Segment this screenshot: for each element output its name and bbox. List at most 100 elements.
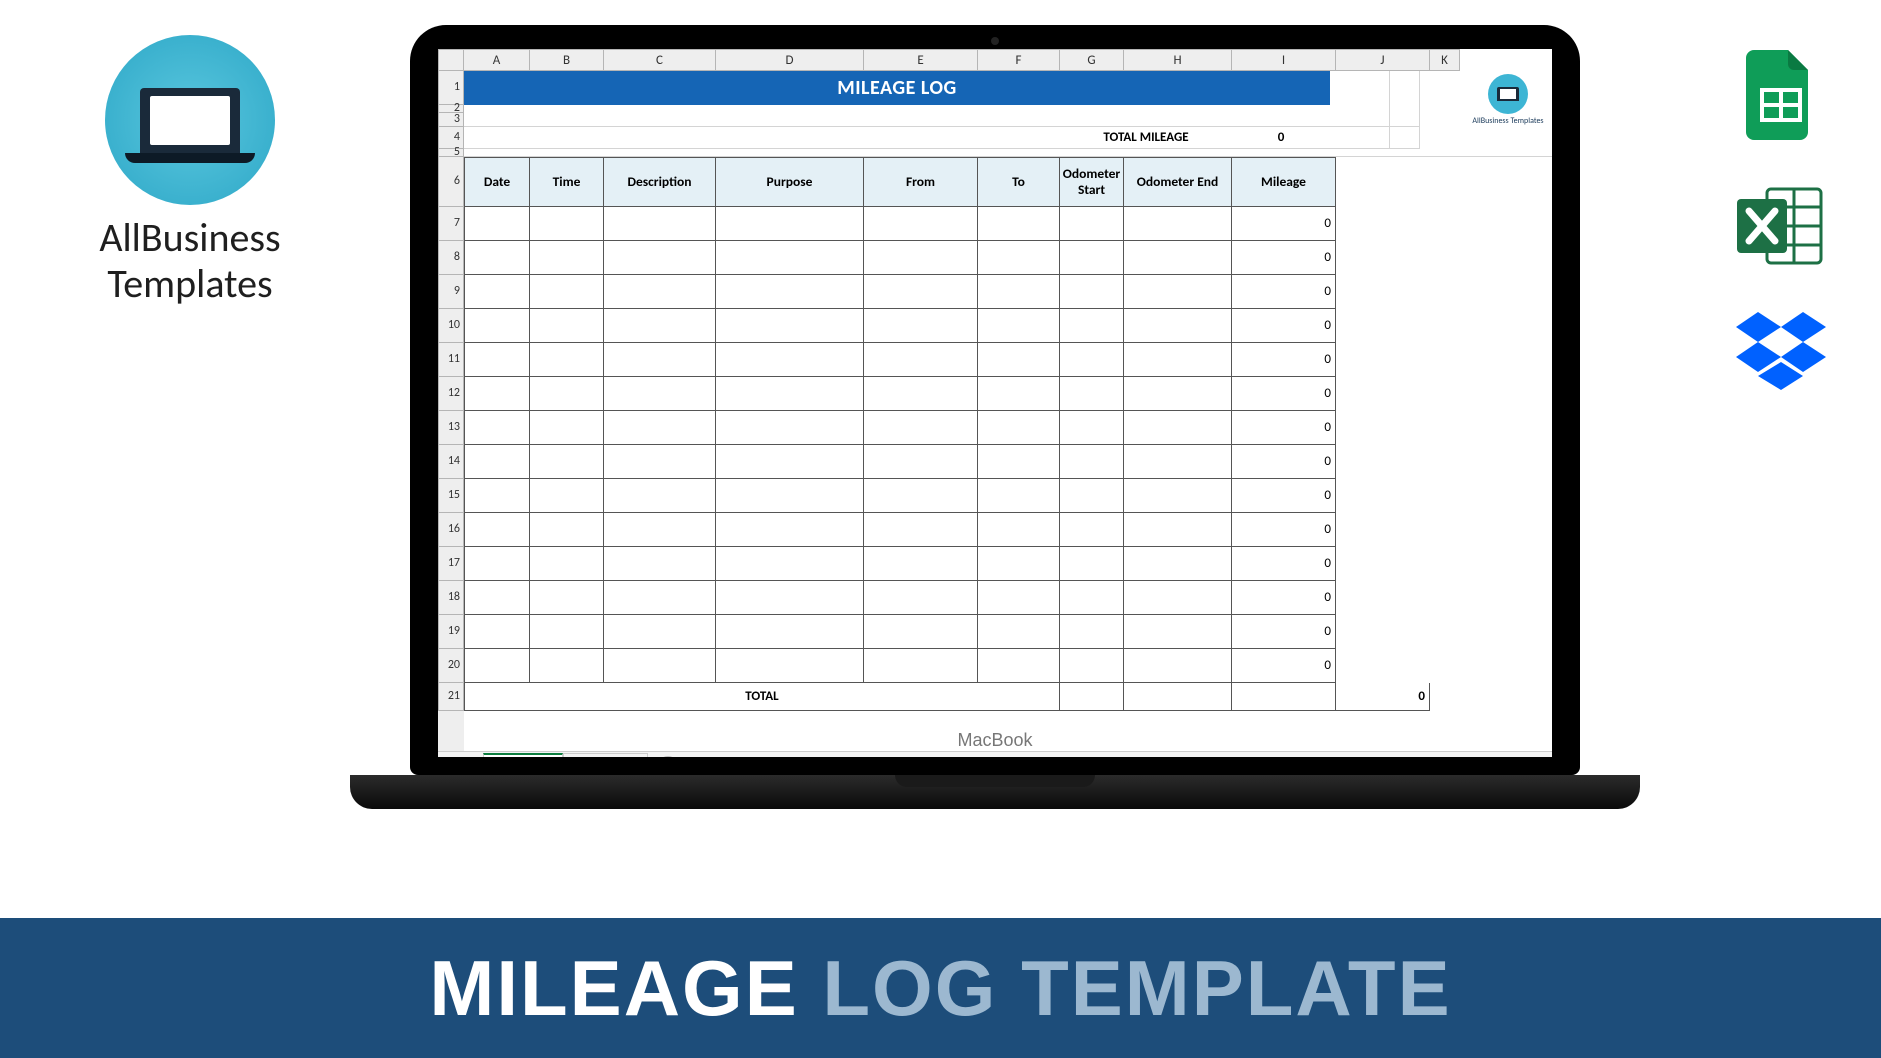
data-cell[interactable]: 0 [1232,581,1336,615]
row-header-13[interactable]: 13 [438,411,464,445]
row-header-20[interactable]: 20 [438,649,464,683]
data-cell[interactable] [716,445,864,479]
row-header-19[interactable]: 19 [438,615,464,649]
table-row[interactable]: 0 [464,411,1552,445]
data-cell[interactable] [464,411,530,445]
data-cell[interactable]: 0 [1232,513,1336,547]
data-cell[interactable] [1060,513,1124,547]
data-cell[interactable] [1124,547,1232,581]
data-cell[interactable] [716,309,864,343]
row-header-3[interactable]: 3 [438,113,464,127]
data-cell[interactable] [464,343,530,377]
data-cell[interactable] [1124,343,1232,377]
data-cell[interactable] [864,207,978,241]
data-cell[interactable] [1124,445,1232,479]
data-cell[interactable] [864,649,978,683]
data-cell[interactable] [864,241,978,275]
data-cell[interactable] [464,581,530,615]
data-cell[interactable] [1124,207,1232,241]
table-row[interactable]: 0 [464,479,1552,513]
data-cell[interactable] [864,581,978,615]
data-cell[interactable] [604,309,716,343]
data-cell[interactable] [864,615,978,649]
column-header-D[interactable]: D [716,49,864,71]
data-cell[interactable] [864,513,978,547]
data-cell[interactable] [1060,615,1124,649]
data-cell[interactable] [978,479,1060,513]
column-header-J[interactable]: J [1336,49,1430,71]
data-cell[interactable] [604,479,716,513]
row-header-7[interactable]: 7 [438,207,464,241]
data-cell[interactable] [864,275,978,309]
data-cell[interactable]: 0 [1232,207,1336,241]
data-cell[interactable] [1124,479,1232,513]
data-cell[interactable] [978,377,1060,411]
data-cell[interactable] [716,581,864,615]
data-cell[interactable] [464,207,530,241]
data-cell[interactable] [1124,615,1232,649]
data-cell[interactable] [1060,479,1124,513]
data-cell[interactable] [464,649,530,683]
data-cell[interactable] [464,309,530,343]
data-cell[interactable] [1124,581,1232,615]
data-cell[interactable] [1124,411,1232,445]
data-cell[interactable] [978,649,1060,683]
data-cell[interactable]: 0 [1232,309,1336,343]
data-cell[interactable] [1060,581,1124,615]
data-cell[interactable] [1124,275,1232,309]
data-cell[interactable] [604,649,716,683]
data-cell[interactable] [716,615,864,649]
sheet-grid[interactable]: MILEAGE LOG TOTAL MILEAGE 0 [464,71,1552,751]
row-header-5[interactable]: 5 [438,149,464,157]
data-cell[interactable] [530,411,604,445]
data-cell[interactable] [978,615,1060,649]
data-cell[interactable] [464,479,530,513]
data-cell[interactable] [978,581,1060,615]
data-cell[interactable] [1124,513,1232,547]
data-cell[interactable] [464,275,530,309]
add-sheet-button[interactable]: + [658,756,678,758]
table-row[interactable]: 0 [464,241,1552,275]
data-cell[interactable]: 0 [1232,649,1336,683]
data-cell[interactable] [530,207,604,241]
data-cell[interactable]: 0 [1232,343,1336,377]
column-header-H[interactable]: H [1124,49,1232,71]
data-cell[interactable] [1060,547,1124,581]
row-header-17[interactable]: 17 [438,547,464,581]
data-cell[interactable] [604,275,716,309]
column-header-G[interactable]: G [1060,49,1124,71]
column-header-K[interactable]: K [1430,49,1460,71]
column-header-I[interactable]: I [1232,49,1336,71]
data-cell[interactable] [716,649,864,683]
data-cell[interactable] [716,207,864,241]
data-cell[interactable] [530,275,604,309]
data-cell[interactable] [978,275,1060,309]
data-cell[interactable] [978,445,1060,479]
data-cell[interactable] [1124,377,1232,411]
data-cell[interactable] [716,411,864,445]
data-cell[interactable] [864,445,978,479]
table-row[interactable]: 0 [464,207,1552,241]
data-cell[interactable]: 0 [1232,275,1336,309]
data-cell[interactable] [530,309,604,343]
data-cell[interactable]: 0 [1232,479,1336,513]
data-cell[interactable] [464,513,530,547]
data-cell[interactable] [530,241,604,275]
data-cell[interactable] [530,513,604,547]
data-cell[interactable] [1060,411,1124,445]
data-cell[interactable] [604,445,716,479]
google-sheets-icon[interactable] [1746,50,1816,140]
data-cell[interactable] [716,343,864,377]
row-header-12[interactable]: 12 [438,377,464,411]
data-cell[interactable] [1124,649,1232,683]
data-cell[interactable] [464,377,530,411]
data-cell[interactable] [530,343,604,377]
row-header-14[interactable]: 14 [438,445,464,479]
data-cell[interactable] [864,547,978,581]
data-cell[interactable] [464,241,530,275]
data-cell[interactable] [716,275,864,309]
data-cell[interactable]: 0 [1232,377,1336,411]
column-header-B[interactable]: B [530,49,604,71]
data-cell[interactable]: 0 [1232,445,1336,479]
data-cell[interactable] [978,547,1060,581]
